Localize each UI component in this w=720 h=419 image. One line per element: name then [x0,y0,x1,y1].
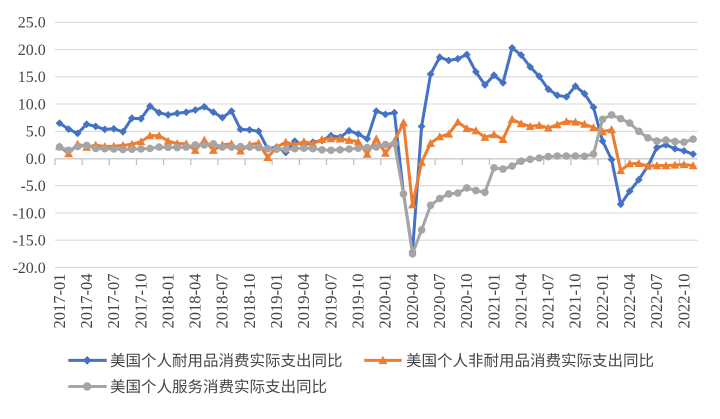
svg-text:2019-10: 2019-10 [349,274,368,329]
svg-text:2017-07: 2017-07 [104,274,123,329]
svg-text:-20.0: -20.0 [12,260,45,277]
svg-text:-15.0: -15.0 [12,233,45,250]
svg-text:2018-01: 2018-01 [158,274,177,329]
svg-text:2019-07: 2019-07 [321,274,340,329]
svg-text:2020-07: 2020-07 [430,274,449,329]
svg-text:2022-07: 2022-07 [647,274,666,329]
svg-text:2021-04: 2021-04 [511,274,530,329]
svg-text:-5.0: -5.0 [20,178,45,195]
svg-text:-10.0: -10.0 [12,205,45,222]
svg-text:2017-04: 2017-04 [77,274,96,329]
svg-text:20.0: 20.0 [18,42,46,59]
svg-text:2019-01: 2019-01 [267,274,286,329]
svg-text:2018-07: 2018-07 [213,274,232,329]
svg-text:2017-01: 2017-01 [50,274,69,329]
svg-text:2021-10: 2021-10 [566,274,585,329]
svg-text:5.0: 5.0 [26,124,46,141]
svg-text:2018-10: 2018-10 [240,274,259,329]
svg-text:2019-04: 2019-04 [294,274,313,329]
svg-text:2018-04: 2018-04 [186,274,205,329]
svg-text:2017-10: 2017-10 [131,274,150,329]
svg-text:2021-07: 2021-07 [539,274,558,329]
svg-text:15.0: 15.0 [18,69,46,86]
svg-text:10.0: 10.0 [18,96,46,113]
svg-text:0.0: 0.0 [26,151,46,168]
svg-text:2022-10: 2022-10 [674,274,693,329]
svg-text:2022-01: 2022-01 [593,274,612,329]
svg-text:25.0: 25.0 [18,15,46,32]
svg-text:2020-01: 2020-01 [376,274,395,329]
svg-text:2020-10: 2020-10 [457,274,476,329]
svg-text:2021-01: 2021-01 [484,274,503,329]
svg-text:2022-04: 2022-04 [620,274,639,329]
svg-text:2020-04: 2020-04 [403,274,422,329]
